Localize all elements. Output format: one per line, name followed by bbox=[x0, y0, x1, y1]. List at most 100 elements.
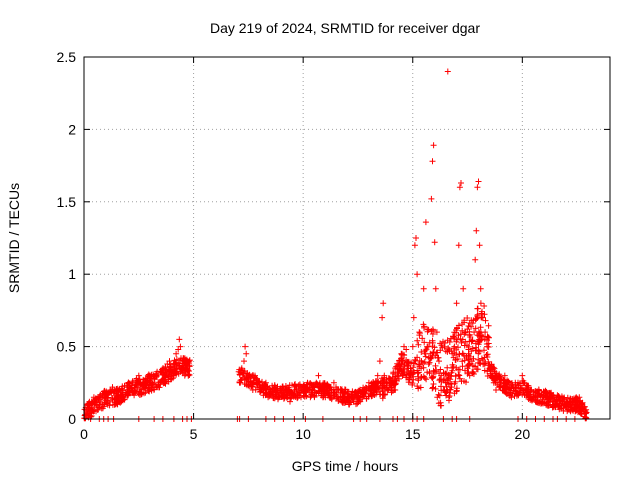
data-point bbox=[313, 379, 320, 386]
data-point bbox=[459, 358, 466, 365]
data-point bbox=[372, 387, 379, 393]
data-point bbox=[451, 390, 458, 397]
data-point bbox=[452, 373, 459, 380]
data-point bbox=[407, 372, 414, 379]
data-point bbox=[138, 381, 144, 388]
data-point bbox=[415, 385, 422, 392]
data-point bbox=[440, 338, 446, 345]
data-point bbox=[550, 404, 557, 411]
data-point bbox=[374, 383, 381, 390]
data-point bbox=[532, 388, 539, 394]
data-point bbox=[238, 365, 245, 372]
data-point bbox=[122, 391, 129, 398]
data-point bbox=[572, 407, 579, 414]
data-point bbox=[459, 321, 466, 328]
data-point bbox=[290, 393, 297, 400]
data-point bbox=[162, 364, 169, 371]
data-point bbox=[86, 404, 93, 411]
data-point bbox=[380, 378, 386, 385]
data-point bbox=[471, 329, 478, 336]
data-point bbox=[383, 379, 390, 386]
data-point bbox=[453, 338, 460, 345]
y-tick-label: 2 bbox=[68, 121, 76, 137]
data-point bbox=[484, 343, 491, 350]
data-point bbox=[497, 379, 504, 386]
data-point bbox=[437, 366, 444, 373]
data-point bbox=[256, 379, 263, 386]
data-point bbox=[249, 387, 256, 393]
data-point bbox=[556, 394, 563, 401]
data-point bbox=[453, 327, 459, 333]
data-point bbox=[415, 341, 422, 348]
data-point bbox=[243, 350, 250, 357]
data-point bbox=[438, 372, 445, 379]
data-point bbox=[319, 394, 326, 401]
data-point bbox=[474, 305, 481, 312]
data-point bbox=[166, 358, 173, 365]
data-point bbox=[447, 372, 453, 379]
x-tick-label: 15 bbox=[405, 426, 421, 442]
data-point bbox=[335, 387, 342, 393]
data-point bbox=[455, 242, 462, 249]
data-point bbox=[517, 387, 524, 393]
data-point bbox=[111, 387, 118, 393]
data-point bbox=[130, 389, 137, 396]
data-point bbox=[390, 379, 396, 386]
data-point bbox=[179, 365, 186, 372]
data-point bbox=[416, 329, 423, 336]
y-tick-label: 1.5 bbox=[57, 194, 77, 210]
data-point bbox=[273, 387, 280, 393]
data-point bbox=[437, 376, 444, 383]
data-point bbox=[302, 384, 309, 391]
data-point bbox=[459, 327, 466, 334]
data-point bbox=[481, 311, 488, 318]
data-point bbox=[398, 350, 405, 357]
data-point bbox=[422, 350, 428, 357]
data-point bbox=[466, 320, 473, 326]
data-point bbox=[465, 352, 472, 359]
data-point bbox=[129, 379, 136, 386]
data-point bbox=[396, 365, 403, 372]
data-point bbox=[468, 358, 475, 365]
data-point bbox=[482, 317, 489, 324]
data-point bbox=[451, 343, 458, 350]
data-point bbox=[485, 322, 492, 329]
data-point bbox=[350, 398, 357, 405]
data-point bbox=[414, 271, 421, 278]
data-points bbox=[81, 68, 590, 422]
data-point bbox=[475, 178, 482, 185]
data-point bbox=[370, 379, 377, 386]
data-point bbox=[572, 397, 579, 404]
data-point bbox=[328, 387, 335, 393]
data-point bbox=[455, 332, 462, 339]
data-point bbox=[401, 363, 408, 370]
data-point bbox=[582, 410, 589, 417]
data-point bbox=[431, 368, 438, 375]
data-point bbox=[554, 401, 561, 408]
data-point bbox=[420, 285, 427, 292]
data-point bbox=[490, 379, 497, 386]
data-point bbox=[109, 401, 116, 408]
data-point bbox=[493, 387, 499, 393]
data-point bbox=[435, 391, 442, 398]
data-point bbox=[144, 378, 151, 385]
data-point bbox=[380, 300, 387, 307]
data-point bbox=[541, 389, 548, 396]
data-point bbox=[484, 351, 491, 358]
data-point bbox=[481, 347, 487, 354]
data-point bbox=[409, 380, 416, 387]
data-point bbox=[431, 239, 438, 246]
data-point bbox=[103, 399, 110, 406]
data-point bbox=[430, 142, 437, 149]
data-point bbox=[150, 386, 157, 393]
data-point bbox=[445, 394, 452, 401]
data-point bbox=[399, 370, 406, 377]
data-point bbox=[426, 368, 433, 375]
data-point bbox=[99, 392, 106, 399]
data-point bbox=[311, 384, 318, 391]
data-point bbox=[429, 385, 436, 392]
data-point bbox=[482, 329, 489, 336]
data-point bbox=[444, 337, 451, 344]
data-point bbox=[153, 372, 160, 379]
x-tick-label: 0 bbox=[80, 426, 88, 442]
